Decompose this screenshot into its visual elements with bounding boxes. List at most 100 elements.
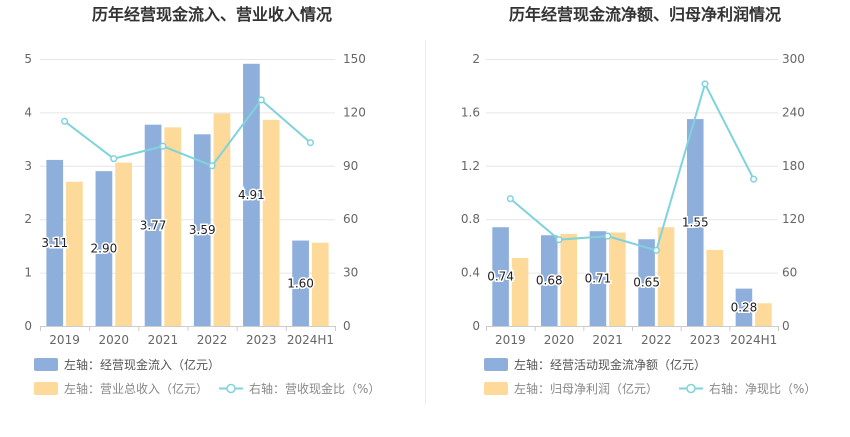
bar-primary [686,119,704,326]
left-axis-tick: 5 [24,52,32,66]
left-axis-tick: 1.6 [461,105,480,119]
bar-primary [292,240,309,326]
legend-label: 左轴：营业总收入（亿元） [64,381,208,396]
ratio-point [652,246,660,254]
legend-label: 右轴：营收现金比（%） [249,381,380,396]
x-axis-tick-label: 2024H1 [287,333,334,347]
bar-primary [492,227,509,326]
ratio-point [110,155,118,163]
right-axis-tick: 240 [782,105,805,119]
left-axis-tick: 2 [24,212,32,226]
x-axis-tick-label: 2022 [197,333,228,347]
bar-data-label: 1.60 [287,276,314,290]
left-axis-tick: 0.4 [461,266,480,280]
bar-secondary [66,181,83,326]
x-axis-tick-label: 2019 [49,333,80,347]
left-axis-tick: 4 [24,105,32,119]
legend-label: 左轴：经营活动现金流净额（亿元） [514,357,706,372]
x-axis-tick-label: 2023 [246,333,277,347]
x-axis-tick-label: 2024H1 [730,333,777,347]
ratio-point [750,175,758,183]
bar-data-label: 3.59 [189,223,216,237]
ratio-point [208,162,216,170]
right-axis-tick: 120 [782,212,805,226]
bar-secondary [706,249,724,326]
bar-primary [46,159,64,326]
bar-data-label: 4.91 [238,188,265,202]
ratio-point [555,236,563,244]
legend-swatch [34,358,58,371]
right-axis-tick: 90 [343,159,358,173]
right-axis-tick: 0 [782,319,790,333]
chart-2-title: 历年经营现金流净额、归母净利润情况 [509,5,781,24]
bar-primary [95,171,113,326]
ratio-point [506,195,514,203]
bar-data-label: 0.28 [731,300,758,314]
ratio-line [63,98,312,168]
ratio-line [509,81,755,252]
right-axis-tick: 60 [343,212,358,226]
bar-primary [589,231,607,326]
ratio-point [257,96,265,104]
legend-marker [226,383,236,394]
ratio-point [159,142,167,150]
left-axis-tick: 2 [472,52,480,66]
bar-primary [193,134,211,326]
left-axis-tick: 0.8 [461,212,480,226]
bar-primary [144,124,162,326]
x-axis-tick-label: 2022 [641,333,672,347]
bar-primary [735,288,753,326]
bar-secondary [609,232,626,326]
legend-swatch [484,382,508,395]
x-axis-tick-label: 2019 [495,333,526,347]
ratio-point [61,117,69,125]
bar-secondary [213,113,231,326]
left-axis-tick: 1.2 [461,159,480,173]
left-axis-tick: 0 [472,319,480,333]
legend-marker [686,383,696,394]
bar-secondary [755,303,772,326]
legend-label: 左轴：归母净利润（亿元） [514,381,658,396]
bar-secondary [164,127,182,327]
right-axis-tick: 30 [343,266,358,280]
ratio-point [701,80,709,88]
bar-data-label: 2.90 [91,242,118,256]
right-axis-tick: 180 [782,159,805,173]
x-axis-tick-label: 2020 [544,333,575,347]
bar-secondary [262,119,280,326]
right-axis-tick: 150 [343,52,366,66]
bar-primary [638,239,655,326]
chart-1: 历年经营现金流入、营业收入情况 0 0 1 30 2 60 3 90 4 120 5 150 2019 2… [24,5,380,396]
x-axis-tick-label: 2023 [690,333,721,347]
bar-primary [540,235,558,326]
bar-secondary [115,162,132,326]
bar-data-label: 1.55 [682,216,709,230]
right-axis-tick: 60 [782,266,797,280]
ratio-point [306,139,314,147]
ratio-point [604,232,612,240]
x-axis-tick-label: 2021 [592,333,623,347]
left-axis-tick: 1 [24,266,32,280]
left-axis-tick: 3 [24,159,32,173]
chart-2: 历年经营现金流净额、归母净利润情况 0 0 0.4 60 0.8 120 1.2 180 1.6… [461,5,817,396]
bar-data-label: 0.65 [633,276,660,290]
bar-data-label: 3.11 [41,236,68,250]
x-axis-tick-label: 2021 [148,333,179,347]
bar-secondary [560,233,578,326]
bar-data-label: 0.68 [536,274,563,288]
bar-secondary [311,242,329,326]
right-axis-tick: 0 [343,319,351,333]
right-axis-tick: 300 [782,52,805,66]
bar-data-label: 0.71 [585,272,612,286]
legend-swatch [34,382,58,395]
legend-swatch [484,358,508,371]
bar-primary [243,63,260,326]
legend-label: 左轴：经营现金流入（亿元） [64,357,220,372]
right-axis-tick: 120 [343,105,366,119]
bar-secondary [657,227,675,326]
legend-label: 右轴：净现比（%） [709,381,816,396]
bar-secondary [511,257,529,326]
x-axis-tick-label: 2020 [98,333,129,347]
